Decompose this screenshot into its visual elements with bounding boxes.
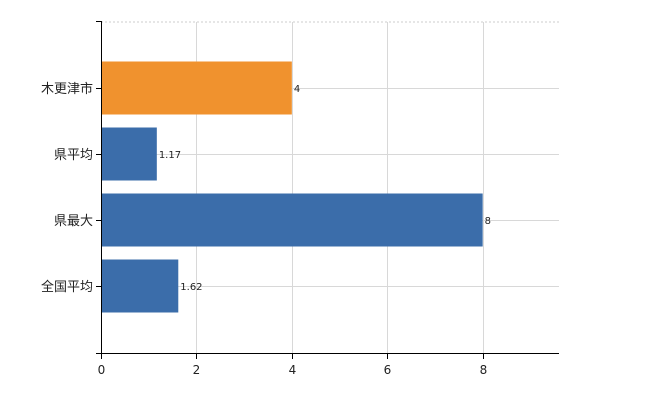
category-label: 県平均	[54, 148, 93, 163]
x-tick-label: 8	[480, 363, 488, 377]
category-label: 県最大	[54, 214, 93, 229]
x-tick-label: 4	[289, 363, 297, 377]
axis-layer	[96, 21, 559, 359]
category-label: 木更津市	[41, 81, 93, 97]
bar	[101, 193, 483, 247]
bar	[101, 61, 292, 115]
label-layer: 4 木更津市 1.17 県平均 8 県最大 1.62 全国平均 0 2 4 6 8	[41, 81, 491, 377]
data-label: 1.62	[180, 282, 202, 293]
data-label: 4	[294, 84, 300, 95]
data-label: 8	[485, 216, 491, 227]
category-label: 全国平均	[41, 279, 93, 295]
bar	[101, 259, 179, 313]
x-tick-label: 0	[98, 363, 106, 377]
x-tick-label: 2	[193, 363, 201, 377]
data-label: 1.17	[159, 150, 181, 161]
x-tick-label: 6	[384, 363, 392, 377]
bar	[101, 127, 157, 181]
bar-layer	[101, 61, 483, 313]
